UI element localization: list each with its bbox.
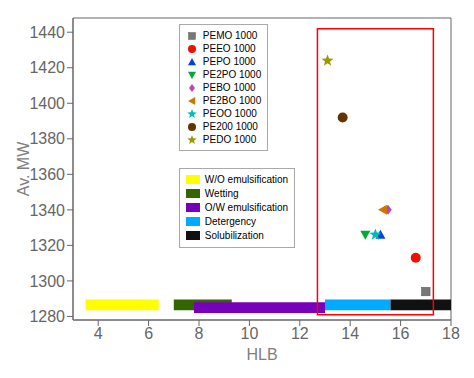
html-text:PEDO 1000: PEDO 1000 (202, 134, 257, 145)
html-text:PEOO 1000: PEOO 1000 (202, 108, 257, 119)
svg-text:4: 4 (94, 325, 103, 342)
html-text:Wetting: Wetting (204, 188, 239, 199)
html-text:PEEO 1000: PEEO 1000 (202, 43, 256, 54)
svg-text:1440: 1440 (29, 24, 65, 41)
html-text:PE2PO 1000: PE2PO 1000 (202, 69, 262, 80)
svg-text:1400: 1400 (29, 95, 65, 112)
html-text:O/W emulsification: O/W emulsification (204, 202, 289, 213)
svg-text:1340: 1340 (29, 202, 65, 219)
html-text:PE2BO 1000: PE2BO 1000 (202, 95, 262, 106)
html-text:PE200 1000: PE200 1000 (202, 121, 258, 132)
svg-text:14: 14 (341, 325, 359, 342)
html-text:Solubilization: Solubilization (204, 230, 264, 241)
svg-text:1280: 1280 (29, 308, 65, 325)
svg-text:18: 18 (442, 325, 460, 342)
svg-text:1300: 1300 (29, 273, 65, 290)
html-text:PEPO 1000: PEPO 1000 (202, 56, 256, 67)
html-text:W/O emulsification: W/O emulsification (204, 174, 289, 185)
html-text:PEBO 1000: PEBO 1000 (202, 82, 256, 93)
svg-text:10: 10 (241, 325, 259, 342)
html-text:Detergency: Detergency (204, 216, 256, 227)
svg-text:1380: 1380 (29, 130, 65, 147)
svg-text:1420: 1420 (29, 59, 65, 76)
svg-text:Av. MW: Av. MW (15, 141, 32, 196)
svg-text:6: 6 (144, 325, 153, 342)
svg-text:16: 16 (392, 325, 410, 342)
svg-text:1360: 1360 (29, 166, 65, 183)
svg-text:12: 12 (291, 325, 309, 342)
svg-text:HLB: HLB (246, 346, 277, 363)
svg-text:1320: 1320 (29, 237, 65, 254)
svg-text:8: 8 (195, 325, 204, 342)
html-text:PEMO 1000: PEMO 1000 (202, 30, 258, 41)
